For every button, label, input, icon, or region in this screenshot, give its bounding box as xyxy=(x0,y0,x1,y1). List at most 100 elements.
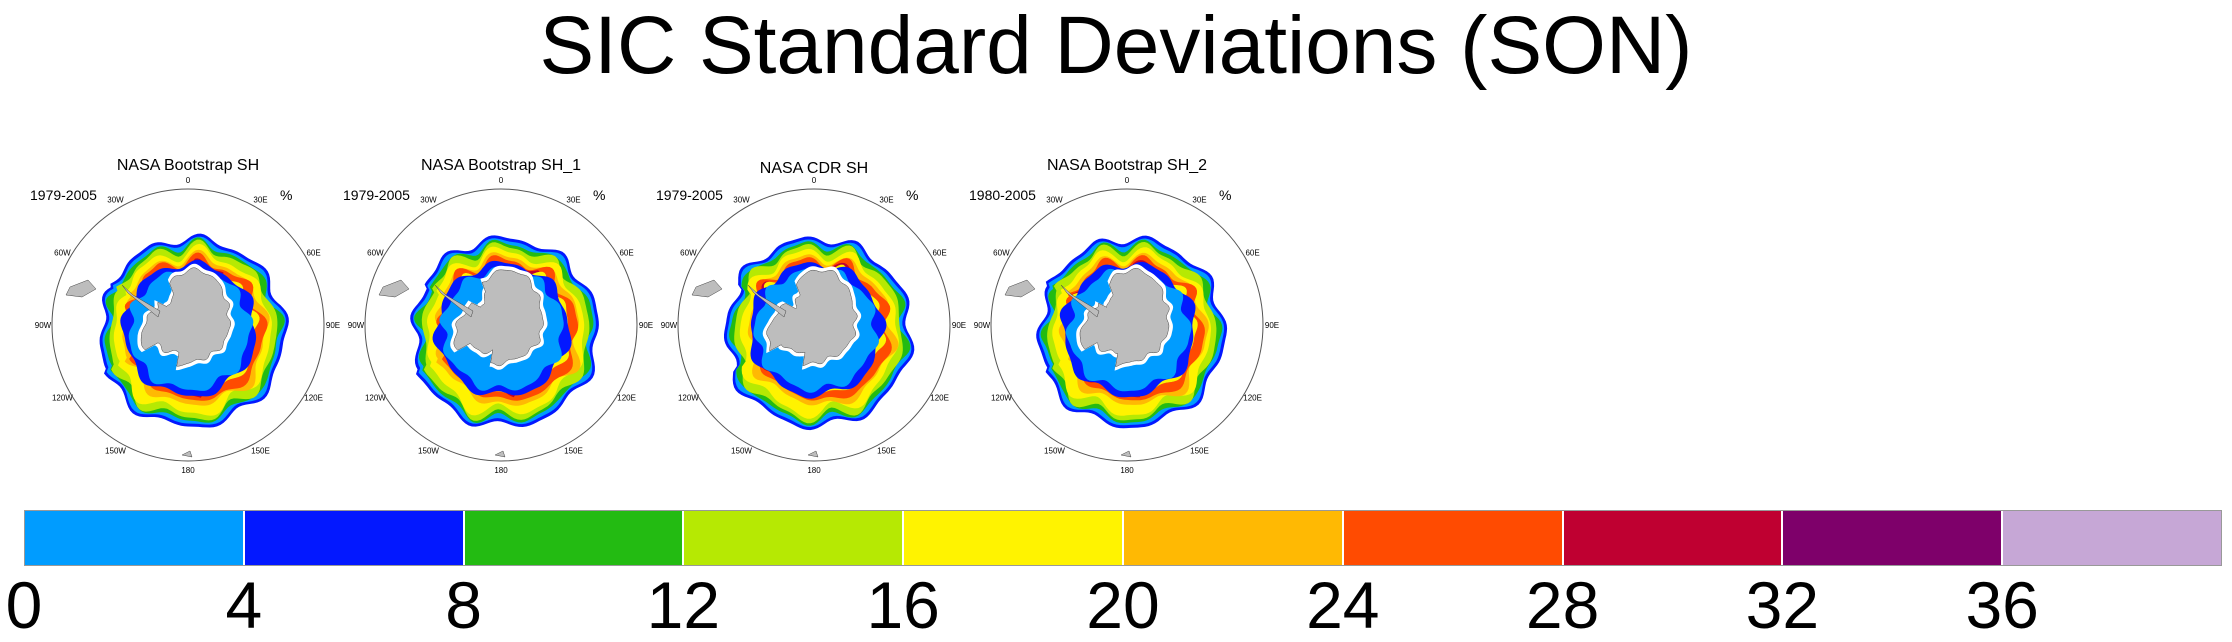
longitude-label-120e: 120E xyxy=(304,394,323,403)
longitude-label-60w: 60W xyxy=(993,249,1010,258)
longitude-label-180: 180 xyxy=(181,466,195,475)
longitude-label-30e: 30E xyxy=(879,195,893,204)
longitude-label-30w: 30W xyxy=(420,195,437,204)
antarctica-land xyxy=(140,267,232,367)
colorbar-tick-label: 12 xyxy=(646,568,721,642)
colorbar xyxy=(24,510,2222,566)
new-zealand-fragment xyxy=(807,450,819,458)
longitude-label-150w: 150W xyxy=(418,447,439,456)
longitude-label-60e: 60E xyxy=(1245,249,1259,258)
colorbar-box-0 xyxy=(24,510,244,566)
polar-map: 0 30E 60E 90E 120E 150E 180 150W 120W 90W 60W 30W xyxy=(661,176,966,475)
longitude-label-150w: 150W xyxy=(105,447,126,456)
antarctica-land xyxy=(1079,267,1170,368)
panel-unit: % xyxy=(593,187,606,203)
antarctic-peninsula xyxy=(747,284,787,318)
longitude-label-30e: 30E xyxy=(566,195,580,204)
colorbar-box-3 xyxy=(683,510,904,566)
panel-unit: % xyxy=(1219,187,1232,203)
longitude-label-30w: 30W xyxy=(1046,195,1063,204)
colorbar-box-9 xyxy=(2002,510,2222,566)
map-panel-3: 0 30E 60E 90E 120E 150E 180 150W 120W 90W 60W 30W NA… xyxy=(656,150,966,475)
longitude-label-60e: 60E xyxy=(619,249,633,258)
south-america-tip xyxy=(1004,279,1036,298)
colorbar-tick-label: 24 xyxy=(1306,568,1380,642)
panel-period: 1979-2005 xyxy=(343,187,410,203)
colorbar-box-6 xyxy=(1342,510,1563,566)
longitude-label-120w: 120W xyxy=(365,394,386,403)
south-america-tip xyxy=(691,279,723,298)
longitude-label-150e: 150E xyxy=(1190,447,1209,456)
longitude-label-90w: 90W xyxy=(348,321,365,330)
longitude-label-120e: 120E xyxy=(930,394,949,403)
longitude-label-30w: 30W xyxy=(107,195,124,204)
longitude-label-90e: 90E xyxy=(326,321,340,330)
colorbar-tick-label: 28 xyxy=(1525,568,1600,642)
colorbar-box-7 xyxy=(1562,510,1783,566)
colorbar-box-2 xyxy=(463,510,684,566)
longitude-label-90e: 90E xyxy=(1265,321,1279,330)
antarctic-peninsula xyxy=(434,284,474,318)
polar-map: 0 30E 60E 90E 120E 150E 180 150W 120W 90W 60W 30W xyxy=(974,176,1279,475)
longitude-label-120w: 120W xyxy=(991,394,1012,403)
panel-period: 1979-2005 xyxy=(656,187,723,203)
longitude-label-30w: 30W xyxy=(733,195,750,204)
antarctica-land xyxy=(453,269,544,367)
colorbar-box-4 xyxy=(903,510,1123,566)
colorbar-tick-label: 20 xyxy=(1086,568,1160,642)
new-zealand-fragment xyxy=(1120,450,1132,458)
longitude-label-90w: 90W xyxy=(35,321,52,330)
longitude-label-60w: 60W xyxy=(54,249,71,258)
longitude-label-0: 0 xyxy=(499,176,504,185)
longitude-label-120e: 120E xyxy=(617,394,636,403)
longitude-label-30e: 30E xyxy=(253,195,267,204)
colorbar-tick-label: 4 xyxy=(225,568,263,642)
antarctica-land xyxy=(766,269,858,367)
longitude-label-150e: 150E xyxy=(877,447,896,456)
longitude-label-120e: 120E xyxy=(1243,394,1262,403)
panel-unit: % xyxy=(906,187,919,203)
panel-title: NASA Bootstrap SH xyxy=(116,157,260,174)
antarctic-peninsula xyxy=(121,284,161,318)
colorbar-tick-label: 16 xyxy=(866,568,940,642)
longitude-label-0: 0 xyxy=(186,176,191,185)
map-panel-1: 0 30E 60E 90E 120E 150E 180 150W 120W 90W 60W 30W NA… xyxy=(30,150,340,475)
longitude-label-180: 180 xyxy=(807,466,821,475)
longitude-label-150w: 150W xyxy=(1044,447,1065,456)
panel-unit: % xyxy=(280,187,293,203)
figure-title: SIC Standard Deviations (SON) xyxy=(539,0,1693,91)
map-panel-2: 0 30E 60E 90E 120E 150E 180 150W 120W 90W 60W 30W NA… xyxy=(343,150,653,475)
colorbar-tick-label: 32 xyxy=(1745,568,1820,642)
panel-title: NASA Bootstrap SH_1 xyxy=(420,157,582,174)
longitude-label-30e: 30E xyxy=(1192,195,1206,204)
longitude-label-0: 0 xyxy=(812,176,817,185)
longitude-label-150w: 150W xyxy=(731,447,752,456)
map-panel-4: 0 30E 60E 90E 120E 150E 180 150W 120W 90W 60W 30W NA… xyxy=(969,150,1279,475)
south-america-tip xyxy=(378,279,410,298)
longitude-label-90e: 90E xyxy=(639,321,653,330)
colorbar-tick-label: 0 xyxy=(5,568,43,642)
longitude-label-180: 180 xyxy=(494,466,508,475)
longitude-label-0: 0 xyxy=(1125,176,1130,185)
longitude-label-120w: 120W xyxy=(52,394,73,403)
longitude-label-60w: 60W xyxy=(367,249,384,258)
new-zealand-fragment xyxy=(494,450,506,458)
longitude-label-90w: 90W xyxy=(974,321,991,330)
polar-map: 0 30E 60E 90E 120E 150E 180 150W 120W 90W 60W 30W xyxy=(35,176,340,475)
longitude-label-150e: 150E xyxy=(251,447,270,456)
south-america-tip xyxy=(65,279,97,298)
longitude-label-60e: 60E xyxy=(932,249,946,258)
longitude-label-120w: 120W xyxy=(678,394,699,403)
colorbar-box-5 xyxy=(1123,510,1343,566)
colorbar-box-8 xyxy=(1782,510,2003,566)
longitude-label-90w: 90W xyxy=(661,321,678,330)
colorbar-box-1 xyxy=(243,510,464,566)
panel-period: 1980-2005 xyxy=(969,187,1036,203)
colorbar-tick-label: 36 xyxy=(1965,568,2039,642)
polar-map: 0 30E 60E 90E 120E 150E 180 150W 120W 90W 60W 30W xyxy=(348,176,653,475)
longitude-label-60w: 60W xyxy=(680,249,697,258)
antarctic-peninsula xyxy=(1060,284,1100,318)
new-zealand-fragment xyxy=(181,450,193,458)
panel-title: NASA Bootstrap SH_2 xyxy=(1046,157,1208,174)
colorbar-tick-label: 8 xyxy=(445,568,482,642)
